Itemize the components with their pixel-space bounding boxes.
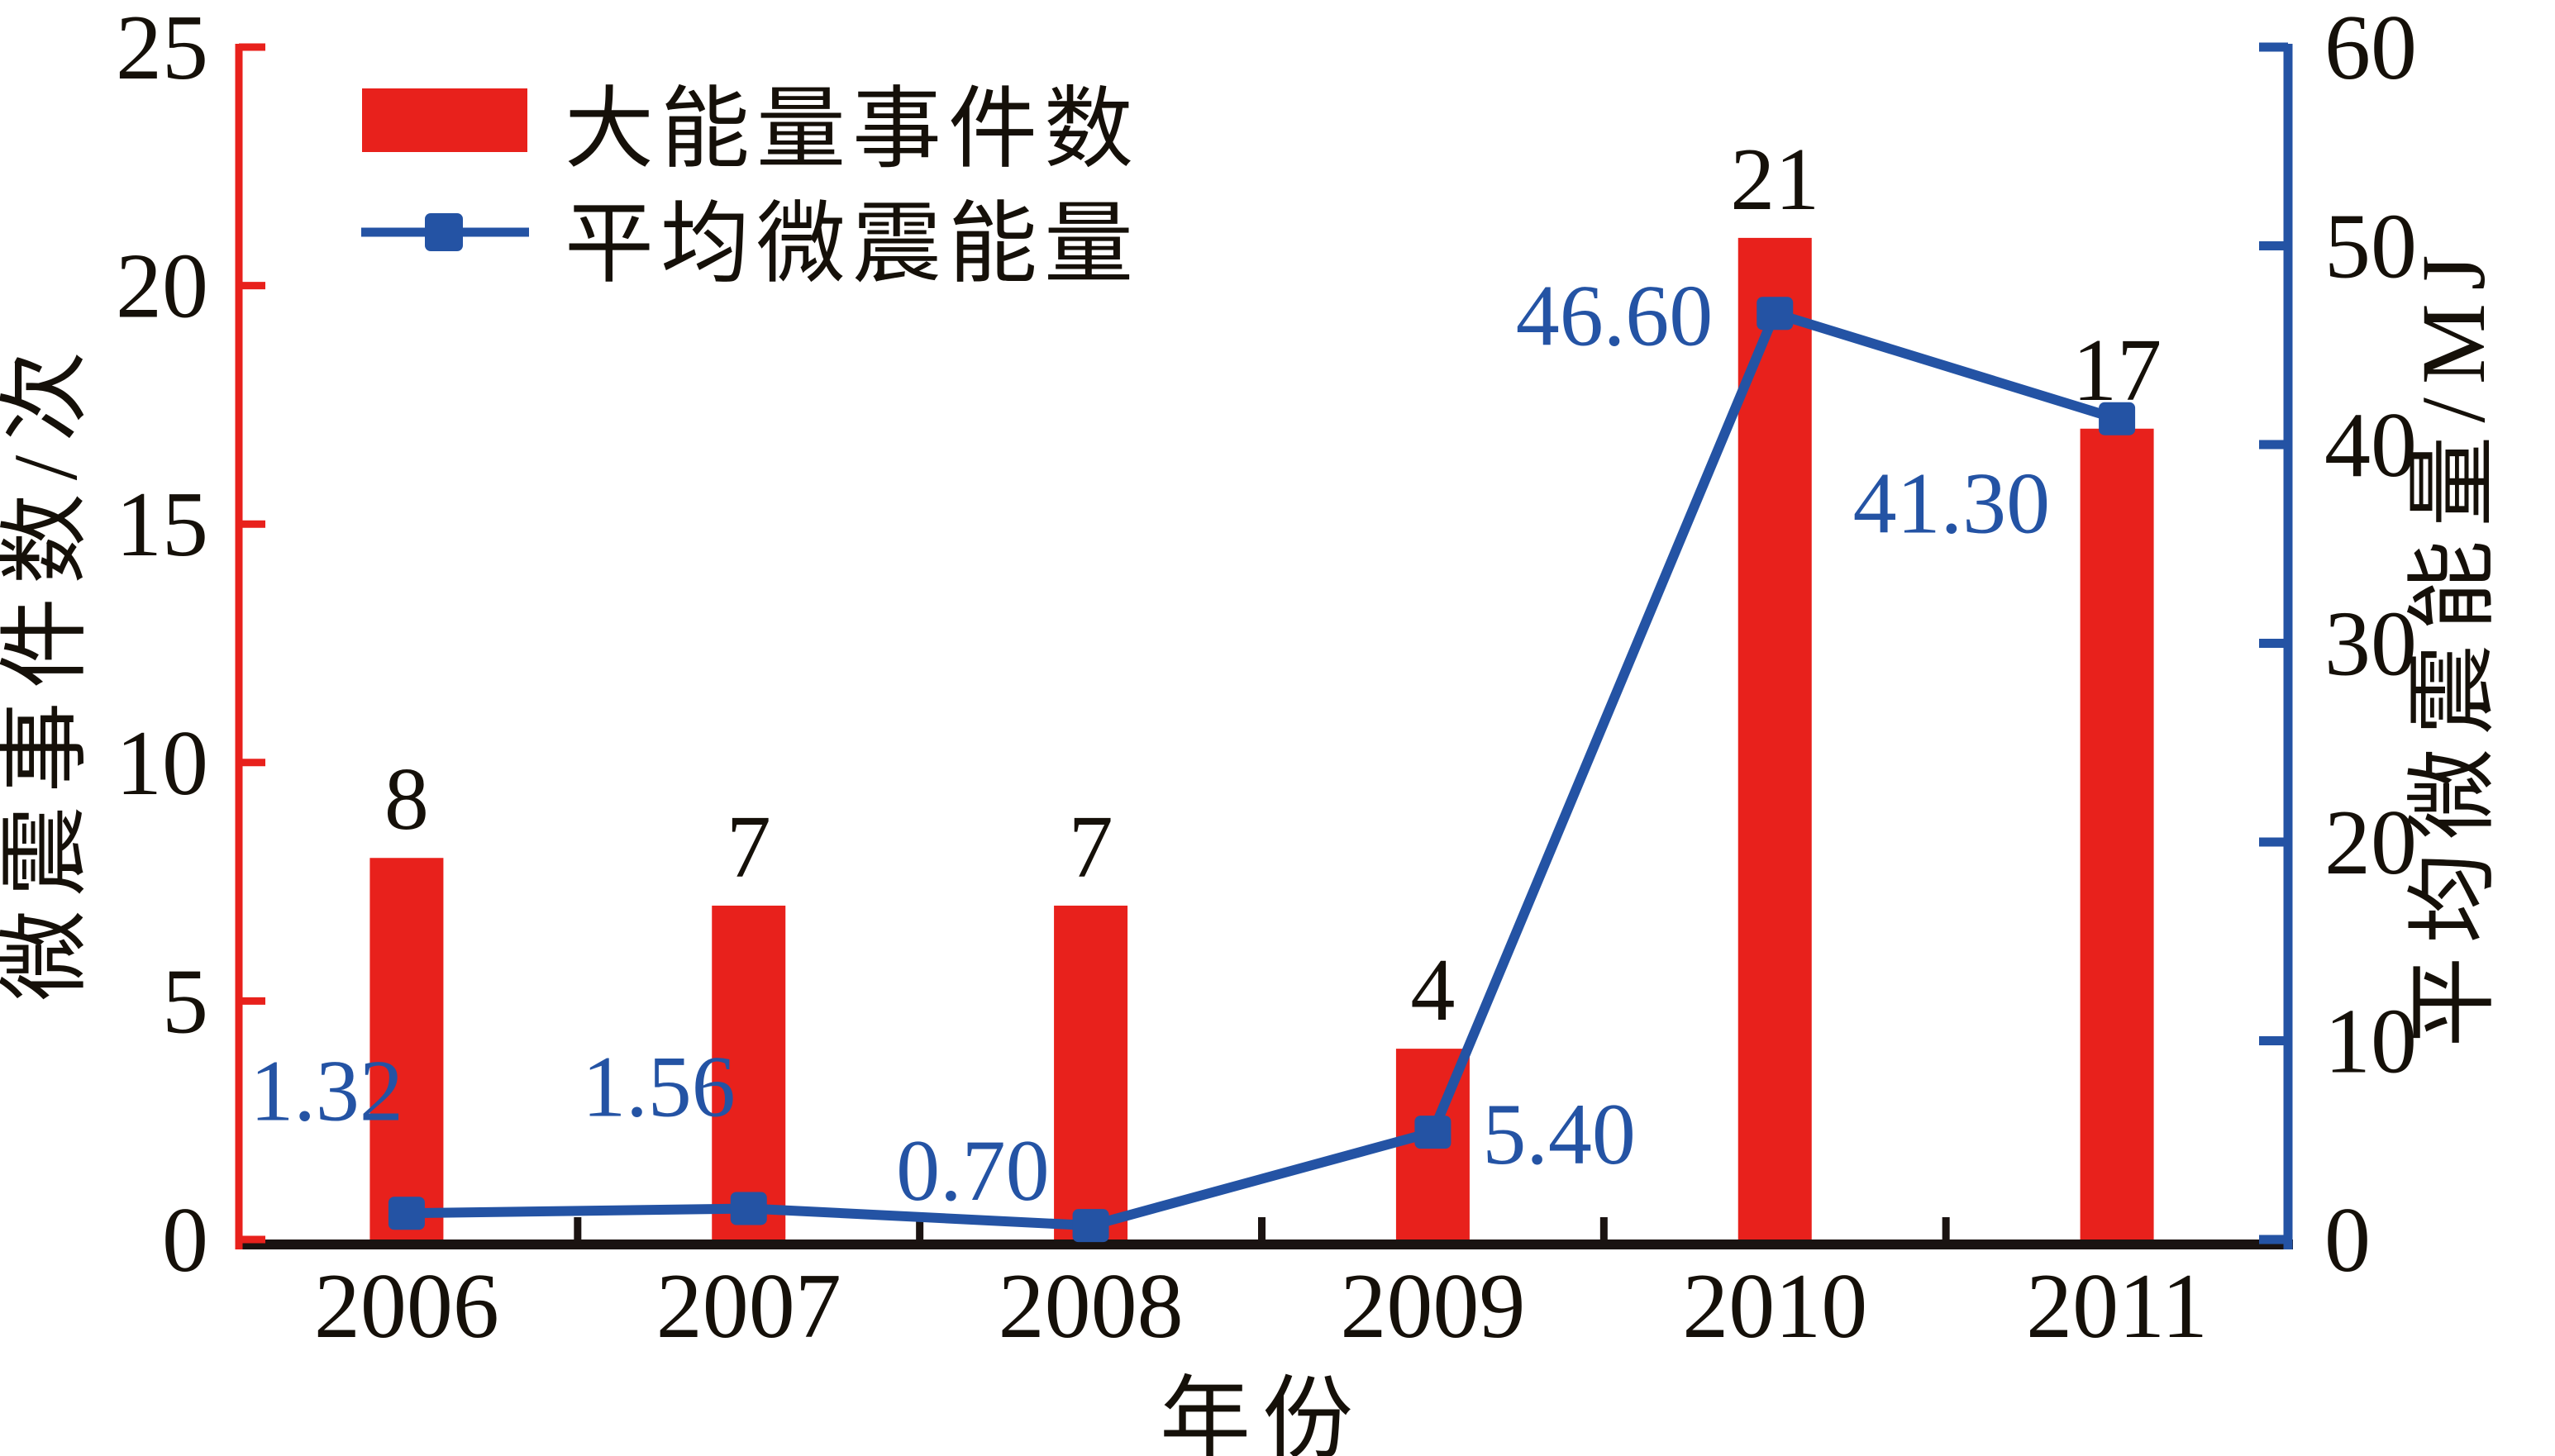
line-value-label-2008: 0.70: [896, 1122, 1050, 1219]
bar-value-label-2008: 7: [1069, 798, 1113, 897]
left-tick-label-20: 20: [116, 236, 208, 338]
left-axis-title: 微震事件数/次: [0, 338, 96, 1002]
x-axis-group: 2006 2007 2008 2009 2010 2011: [236, 1217, 2293, 1358]
bar-2011: [2080, 428, 2154, 1249]
legend-bar-swatch: [362, 88, 527, 152]
line-value-label-2010: 46.60: [1516, 267, 1714, 364]
line-value-label-2007: 1.56: [582, 1038, 736, 1135]
line-series-group: [388, 297, 2136, 1243]
right-axis-title: 平均微震能量/MJ: [2403, 241, 2504, 1047]
left-axis-group: 0 5 10 15 20 25: [116, 0, 265, 1292]
line-value-labels-group: 1.32 1.56 0.70 5.40 46.60 41.30: [250, 267, 2050, 1219]
line-series: [406, 308, 2119, 1231]
bar-2008: [1054, 905, 1128, 1249]
right-tick-label-10: 10: [2324, 991, 2417, 1093]
x-axis-title: 年份: [1160, 1369, 1365, 1456]
marker-2010: [1757, 297, 1794, 331]
bar-2006: [369, 858, 444, 1249]
x-tick-label-2010: 2010: [1682, 1255, 1867, 1358]
legend-marker-swatch: [425, 213, 463, 251]
legend: 大能量事件数 平均微震能量: [361, 81, 1140, 294]
bar-value-label-2010: 21: [1730, 131, 1819, 229]
bar-2010: [1737, 237, 1812, 1249]
marker-2008: [1072, 1209, 1109, 1243]
line-value-label-2009: 5.40: [1482, 1086, 1636, 1182]
marker-2009: [1414, 1116, 1451, 1149]
right-tick-label-50: 50: [2324, 196, 2417, 298]
left-tick-label-0: 0: [162, 1189, 208, 1292]
line-value-label-2011: 41.30: [1853, 455, 2051, 552]
left-tick-label-10: 10: [116, 712, 208, 815]
x-tick-label-2011: 2011: [2026, 1255, 2208, 1358]
right-tick-label-60: 60: [2324, 0, 2417, 99]
legend-label-line: 平均微震能量: [565, 196, 1140, 294]
right-tick-label-20: 20: [2324, 792, 2417, 894]
marker-2006: [388, 1197, 425, 1230]
x-tick-label-2006: 2006: [314, 1255, 499, 1358]
left-tick-label-15: 15: [116, 473, 208, 576]
legend-label-bars: 大能量事件数: [565, 81, 1140, 179]
x-tick-label-2007: 2007: [656, 1255, 841, 1358]
left-tick-label-5: 5: [162, 950, 208, 1053]
right-tick-label-0: 0: [2324, 1189, 2371, 1292]
left-tick-label-25: 25: [116, 0, 208, 99]
bar-value-label-2006: 8: [384, 750, 429, 849]
x-tick-label-2009: 2009: [1340, 1255, 1525, 1358]
marker-2007: [730, 1192, 767, 1225]
right-tick-label-30: 30: [2324, 593, 2417, 696]
bar-value-label-2009: 4: [1410, 941, 1455, 1040]
right-axis-group: 0 10 20 30 40 50 60: [2259, 0, 2417, 1292]
x-tick-label-2008: 2008: [999, 1255, 1184, 1358]
bar-value-label-2007: 7: [727, 798, 771, 897]
line-value-label-2006: 1.32: [250, 1042, 403, 1139]
right-tick-label-40: 40: [2324, 394, 2417, 497]
marker-2011: [2099, 402, 2136, 435]
